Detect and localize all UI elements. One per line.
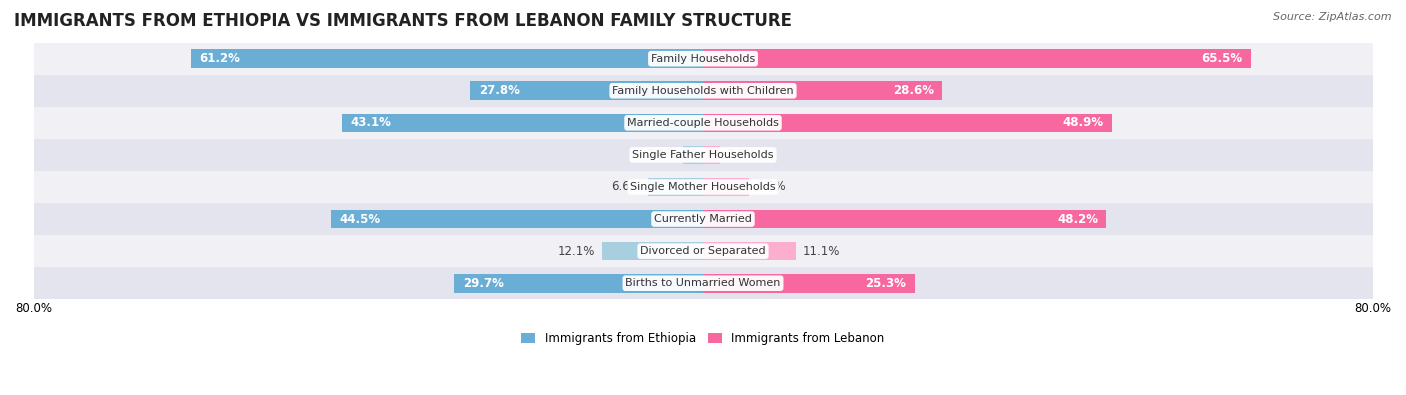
Bar [703, 274, 915, 293]
Text: 5.5%: 5.5% [755, 181, 786, 194]
Bar [330, 210, 703, 228]
Text: Married-couple Households: Married-couple Households [627, 118, 779, 128]
Bar [34, 203, 1372, 235]
Bar [34, 235, 1372, 267]
Text: Source: ZipAtlas.com: Source: ZipAtlas.com [1274, 12, 1392, 22]
Bar [342, 113, 703, 132]
Bar [602, 242, 703, 260]
Bar [703, 146, 720, 164]
Text: 25.3%: 25.3% [866, 277, 907, 290]
Bar [191, 49, 703, 68]
Text: 44.5%: 44.5% [339, 213, 380, 226]
Text: 48.9%: 48.9% [1063, 117, 1104, 129]
Bar [703, 113, 1112, 132]
Text: 65.5%: 65.5% [1202, 52, 1243, 65]
Text: IMMIGRANTS FROM ETHIOPIA VS IMMIGRANTS FROM LEBANON FAMILY STRUCTURE: IMMIGRANTS FROM ETHIOPIA VS IMMIGRANTS F… [14, 12, 792, 30]
Text: Family Households with Children: Family Households with Children [612, 86, 794, 96]
Text: 28.6%: 28.6% [893, 84, 934, 97]
Text: 12.1%: 12.1% [558, 245, 595, 258]
Bar [34, 43, 1372, 75]
Bar [703, 210, 1107, 228]
Bar [703, 242, 796, 260]
Text: Single Father Households: Single Father Households [633, 150, 773, 160]
Bar [34, 107, 1372, 139]
Text: 29.7%: 29.7% [463, 277, 503, 290]
Bar [34, 139, 1372, 171]
Legend: Immigrants from Ethiopia, Immigrants from Lebanon: Immigrants from Ethiopia, Immigrants fro… [516, 327, 890, 350]
Text: 43.1%: 43.1% [350, 117, 391, 129]
Text: Single Mother Households: Single Mother Households [630, 182, 776, 192]
Bar [703, 49, 1251, 68]
Bar [703, 178, 749, 196]
Text: 48.2%: 48.2% [1057, 213, 1098, 226]
Bar [703, 81, 942, 100]
Text: Divorced or Separated: Divorced or Separated [640, 246, 766, 256]
Bar [683, 146, 703, 164]
Text: 2.0%: 2.0% [727, 149, 756, 162]
Bar [471, 81, 703, 100]
Text: 11.1%: 11.1% [803, 245, 839, 258]
Text: Births to Unmarried Women: Births to Unmarried Women [626, 278, 780, 288]
Bar [454, 274, 703, 293]
Text: Currently Married: Currently Married [654, 214, 752, 224]
Text: 61.2%: 61.2% [200, 52, 240, 65]
Text: Family Households: Family Households [651, 54, 755, 64]
Bar [34, 267, 1372, 299]
Bar [34, 75, 1372, 107]
Text: 2.4%: 2.4% [647, 149, 676, 162]
Bar [648, 178, 703, 196]
Text: 6.6%: 6.6% [612, 181, 641, 194]
Text: 27.8%: 27.8% [478, 84, 520, 97]
Bar [34, 171, 1372, 203]
